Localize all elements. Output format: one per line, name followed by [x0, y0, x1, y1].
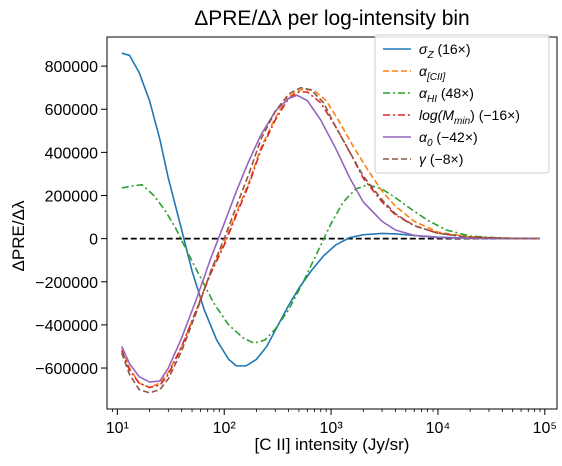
- legend: σZ (16×)α[CII]αHI (48×)log(Mmin) (−16×)α…: [374, 34, 550, 174]
- legend-label-3: log(Mmin) (−16×): [419, 107, 520, 127]
- y-tick-label-5: −200000: [35, 275, 98, 292]
- legend-label-4: α0 (−42×): [419, 129, 478, 149]
- x-tick-label-4: 10⁵: [533, 420, 557, 437]
- series-layer: [121, 52, 540, 394]
- plot-area: [106, 36, 558, 410]
- x-tick-label-2: 10³: [320, 420, 344, 437]
- x-tick-label-0: 10¹: [106, 420, 129, 437]
- plot-frame: [106, 36, 558, 410]
- y-tick-label-6: −400000: [35, 318, 98, 335]
- x-axis: 10¹ 10² 10³ 10⁴ 10⁵: [106, 409, 557, 437]
- series-line-2: [121, 183, 540, 345]
- y-axis-label: ΔPRE/Δλ: [9, 200, 28, 271]
- y-axis: 800000 600000 400000 200000 0 −200000 −400000 −…: [35, 59, 107, 378]
- series-line-0: [121, 52, 540, 367]
- legend-label-2: αHI (48×): [419, 85, 474, 105]
- series-line-1: [121, 87, 540, 389]
- legend-label-1: α[CII]: [419, 63, 446, 83]
- legend-box: [374, 34, 550, 174]
- x-axis-label: [C II] intensity (Jy/sr): [255, 435, 410, 454]
- legend-label-5: γ (−8×): [419, 151, 463, 167]
- series-line-3: [121, 91, 540, 389]
- x-tick-label-3: 10⁴: [426, 420, 451, 437]
- series-line-5: [121, 86, 540, 394]
- legend-label-0: σZ (16×): [419, 41, 471, 61]
- y-tick-label-2: 400000: [45, 145, 98, 162]
- y-tick-label-3: 200000: [45, 189, 98, 206]
- x-tick-label-1: 10²: [213, 420, 237, 437]
- y-tick-label-0: 800000: [45, 59, 98, 76]
- y-tick-label-1: 600000: [45, 102, 98, 119]
- chart-title: ΔPRE/Δλ per log-intensity bin: [194, 7, 470, 30]
- y-tick-label-4: 0: [89, 232, 98, 249]
- y-tick-label-7: −600000: [35, 361, 98, 378]
